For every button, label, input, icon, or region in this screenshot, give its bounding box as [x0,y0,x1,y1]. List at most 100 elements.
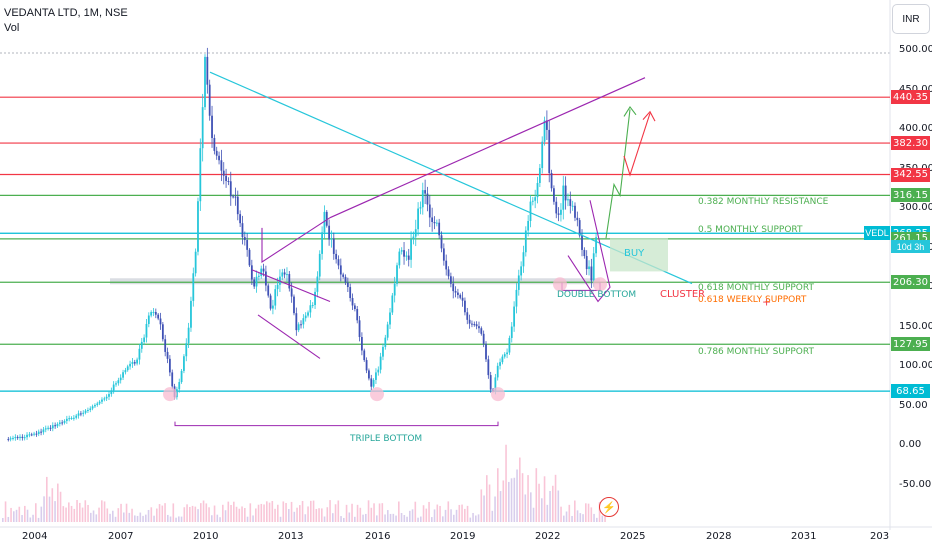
channel-line [261,217,331,263]
candle-body [129,363,131,367]
symbol-title[interactable]: VEDANTA LTD, 1M, NSE [4,7,128,19]
volume-label[interactable]: Vol [4,22,20,34]
candle-body [283,272,286,275]
volume-bar [318,508,320,522]
bottom-marker [491,387,505,402]
volume-bar [442,516,444,522]
candle-body [243,237,246,241]
candle-body [161,324,164,340]
volume-bar [532,507,535,522]
currency-button[interactable]: INR [892,4,930,34]
candle-body [353,305,356,309]
volume-bar [436,504,439,522]
candle-body [393,283,396,296]
volume-bar [213,505,216,522]
candle-body [260,268,263,276]
volume-bar [134,515,136,522]
candle-body [541,141,544,169]
candle-body [428,204,431,218]
volume-bar [76,500,78,522]
volume-bar [158,504,161,522]
time-tick-label: 2007 [108,531,134,542]
candle-body [293,296,295,314]
volume-bar [95,514,98,522]
candle-body [248,249,251,266]
candle-body [478,326,480,329]
volume-bar [387,510,389,522]
candle-body [538,168,541,183]
volume-bar [565,511,568,522]
volume-bar [186,504,188,522]
price-level-tag: 316.15 [891,188,930,203]
candle-body [508,337,511,353]
volume-bar [68,502,70,522]
volume-bar [194,506,197,522]
volume-bar [46,476,48,522]
candle-body [550,173,553,189]
candle-body [164,339,167,352]
last-price-symbol: VEDL [864,226,890,240]
volume-bar [285,502,287,522]
candle-body [513,306,516,327]
candle-body [503,354,506,357]
volume-bar [406,516,408,522]
candle-body [166,351,169,359]
candle-body [391,295,394,313]
candle-body [499,362,501,366]
volume-bar [527,475,529,522]
volume-bar [101,500,103,522]
volume-bar [277,504,279,522]
volume-bar [271,501,274,522]
candle-body [571,205,574,207]
volume-bar [205,503,208,522]
candle-body [236,196,239,215]
volume-bar [469,517,472,522]
candle-body [44,428,47,430]
candle-body [529,201,532,221]
volume-bar [4,501,7,522]
candle-body [330,238,333,240]
candle-body [545,120,548,130]
lightning-icon[interactable]: ⚡ [599,497,619,517]
candle-body [588,266,590,270]
volume-bar [560,506,562,522]
time-tick-label: 2010 [193,531,219,542]
candle-body [344,276,347,283]
candle-body [464,300,466,313]
candle-body [220,160,223,171]
candle-body [304,315,307,319]
candle-body [548,129,551,174]
candle-body [494,377,497,391]
candle-body [234,196,237,198]
volume-bar [571,515,573,522]
price-tick-label: 450.00 [899,83,932,95]
volume-bar [202,500,205,522]
price-tick-label: 50.00 [899,399,928,411]
volume-bar [541,498,543,522]
volume-bar [219,517,221,522]
volume-bar [585,503,587,522]
volume-bar [422,505,425,522]
candle-body [229,181,232,197]
time-tick-label: 2016 [365,531,391,542]
volume-bar [590,507,593,522]
candle-body [583,249,586,257]
volume-bar [466,505,469,522]
volume-bar [257,504,260,522]
candle-body [574,205,576,218]
volume-bar [128,512,131,522]
volume-bar [32,514,34,522]
candle-body [206,56,209,85]
volume-bar [538,483,540,522]
up-trendline [329,77,646,219]
price-tick-label: 150.00 [899,320,932,332]
candle-body [54,425,57,427]
volume-bar [546,504,549,522]
chart-annotation: 0.618 MONTHLY SUPPORT [698,283,814,294]
candle-body [384,337,387,347]
candle-body [576,217,579,221]
candle-body [232,196,235,198]
candle-body [159,318,162,325]
volume-bar [398,501,400,522]
